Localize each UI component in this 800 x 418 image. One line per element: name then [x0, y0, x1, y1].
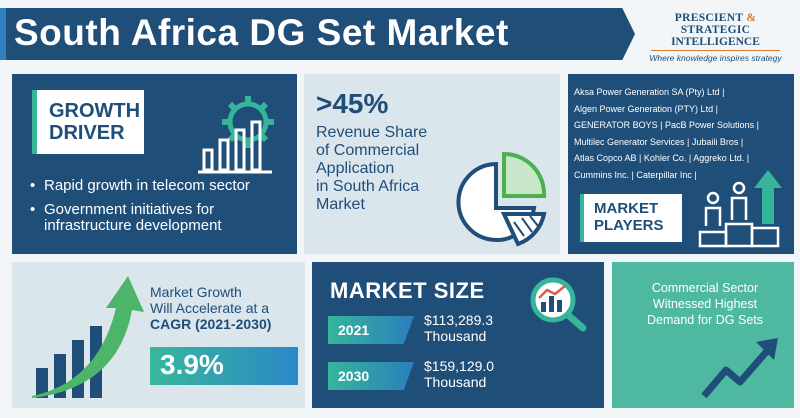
- market-size-amount: $159,129.0: [424, 358, 495, 374]
- pie-chart-icon: [456, 151, 547, 247]
- market-size-title: MARKET SIZE: [330, 278, 485, 303]
- market-players-label-line1: MARKET: [594, 200, 659, 217]
- cagr-line: Market Growth: [150, 284, 242, 300]
- demand-line: Commercial Sector: [651, 281, 759, 295]
- market-size-year: 2030: [328, 362, 414, 390]
- market-players-label: MARKET PLAYERS: [580, 194, 682, 242]
- market-size-year: 2021: [328, 316, 414, 344]
- cagr-value: 3.9%: [150, 347, 298, 385]
- market-size-value: $159,129.0 Thousand: [424, 358, 602, 390]
- logo-divider: [651, 50, 780, 51]
- revenue-share-line: of Commercial: [316, 142, 420, 159]
- market-players-label-line2: PLAYERS: [594, 217, 664, 234]
- cagr-period: CAGR (2021-2030): [150, 316, 272, 332]
- logo-ampersand: &: [746, 12, 757, 24]
- growth-arrow-icon: [32, 276, 144, 398]
- growth-driver-list: Rapid growth in telecom sector Governmen…: [30, 178, 290, 242]
- demand-description: Commercial Sector Witnessed Highest Dema…: [620, 280, 790, 328]
- market-player-line: Cummins Inc. | Caterpillar Inc |: [574, 169, 697, 180]
- company-logo: PRESCIENT & STRATEGIC INTELLIGENCE Where…: [643, 12, 788, 63]
- revenue-share-line: in South Africa: [316, 178, 420, 195]
- market-size-amount: $113,289.3: [424, 312, 494, 328]
- cagr-description: Market Growth Will Accelerate at a CAGR …: [150, 284, 300, 332]
- logo-word-2: STRATEGIC: [680, 24, 751, 36]
- market-size-row: 2030 $159,129.0 Thousand: [328, 358, 608, 398]
- market-player-line: GENERATOR BOYS | PacB Power Solutions |: [574, 120, 759, 130]
- cagr-line: Will Accelerate at a: [150, 300, 270, 316]
- revenue-share-line: Revenue Share: [316, 124, 428, 141]
- growth-driver-item: Government initiatives for infrastructur…: [30, 202, 290, 234]
- demand-line: Witnessed Highest: [652, 297, 758, 311]
- growth-driver-panel: GROWTH DRIVER Rapid growth in telecom se…: [12, 74, 297, 254]
- market-player-line: Atlas Copco AB | Kohler Co. | Aggreko Lt…: [574, 153, 750, 163]
- revenue-share-value: >45%: [316, 88, 389, 119]
- growth-driver-label-line1: GROWTH: [49, 100, 141, 122]
- market-size-unit: Thousand: [424, 328, 487, 344]
- demand-panel: Commercial Sector Witnessed Highest Dema…: [612, 262, 794, 408]
- market-player-line: Aksa Power Generation SA (Pty) Ltd |: [574, 87, 725, 97]
- revenue-share-line: Market: [316, 196, 365, 213]
- market-size-value: $113,289.3 Thousand: [424, 312, 602, 344]
- market-size-unit: Thousand: [424, 374, 487, 390]
- title-banner: South Africa DG Set Market: [0, 8, 635, 60]
- logo-word-3: INTELLIGENCE: [671, 36, 760, 48]
- revenue-share-line: Application: [316, 160, 395, 177]
- growth-driver-label-line2: DRIVER: [49, 122, 125, 144]
- market-size-panel: MARKET SIZE 2021 $113,289.3 Thousand 203…: [312, 262, 604, 408]
- logo-word-1: PRESCIENT: [674, 12, 744, 24]
- magnifier-chart-icon: [530, 277, 587, 332]
- market-size-row: 2021 $113,289.3 Thousand: [328, 312, 608, 352]
- demand-line: Demand for DG Sets: [646, 313, 763, 327]
- growth-driver-label: GROWTH DRIVER: [32, 90, 144, 154]
- revenue-share-description: Revenue Share of Commercial Application …: [316, 124, 466, 214]
- market-player-line: Multilec Generator Services | Jubaili Br…: [574, 136, 744, 147]
- gear-growth-icon: [198, 96, 274, 174]
- revenue-share-panel: >45% Revenue Share of Commercial Applica…: [304, 74, 560, 254]
- trend-up-arrow-icon: [701, 338, 778, 399]
- logo-tagline: Where knowledge inspires strategy: [649, 53, 782, 63]
- market-players-list: Aksa Power Generation SA (Pty) Ltd | Alg…: [574, 84, 790, 183]
- growth-driver-item: Rapid growth in telecom sector: [30, 178, 290, 195]
- cagr-panel: Market Growth Will Accelerate at a CAGR …: [12, 262, 305, 408]
- podium-people-icon: [698, 170, 782, 248]
- market-players-panel: Aksa Power Generation SA (Pty) Ltd | Alg…: [568, 74, 794, 254]
- market-player-line: Algen Power Generation (PTY) Ltd |: [574, 103, 718, 114]
- page-title: South Africa DG Set Market: [14, 12, 509, 53]
